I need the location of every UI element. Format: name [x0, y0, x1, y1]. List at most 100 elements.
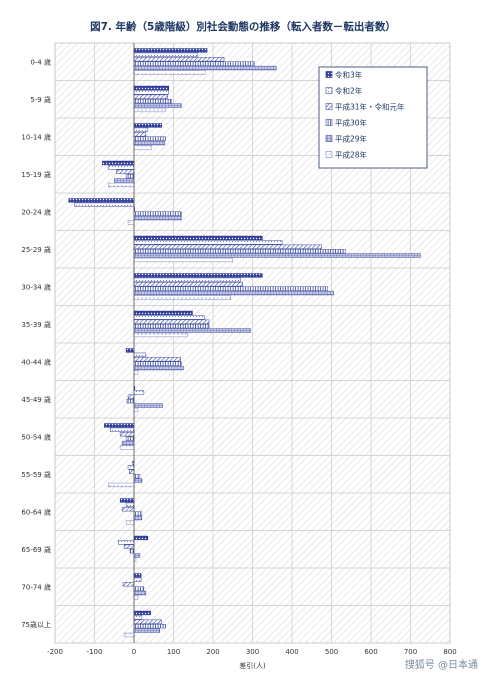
bar-4-8 — [133, 324, 210, 329]
bar-3-12 — [129, 469, 135, 474]
bar-3-10 — [127, 394, 135, 399]
bar-2-15 — [133, 577, 142, 583]
category-labels: 0-4 歳 5-9 歳 10-14 歳 15-19 歳 20-24 歳 25-29 歳 30… — [21, 57, 51, 629]
bar-2-5 — [74, 202, 135, 207]
bar-3-3 — [133, 132, 147, 137]
x-tick-label: -100 — [87, 648, 103, 656]
category-label: 10-14 歳 — [21, 132, 51, 141]
bar-4-14 — [129, 549, 135, 554]
bar-5-5 — [133, 215, 182, 221]
bar-4-16 — [133, 624, 166, 629]
watermark: 搜狐号 @日本通 — [405, 658, 478, 671]
category-label: 25-29 歳 — [21, 245, 51, 254]
bar-4-7 — [133, 286, 328, 291]
legend-label-6: 平成28年 — [335, 150, 368, 160]
category-label: 55-59 歳 — [21, 470, 51, 479]
x-tick-label: -200 — [47, 648, 63, 656]
legend-label-2: 令和2年 — [335, 86, 363, 96]
bar-6-1 — [133, 70, 206, 75]
bar-4-3 — [133, 136, 166, 141]
bar-5-3 — [133, 140, 166, 146]
category-label: 75歳以上 — [21, 620, 51, 629]
bar-5-11 — [121, 440, 135, 446]
bar-6-12 — [108, 482, 135, 488]
x-tick-label: 700 — [404, 648, 417, 656]
bar-6-10 — [133, 407, 139, 413]
category-label: 60-64 歳 — [21, 507, 51, 516]
bar-3-1 — [133, 57, 225, 62]
bar-3-13 — [121, 507, 135, 512]
x-tick-label: 500 — [325, 648, 338, 656]
x-tick-label: 100 — [167, 648, 180, 656]
category-label: 70-74 歳 — [21, 582, 51, 591]
bar-5-6 — [133, 253, 421, 258]
legend-label-1: 令和3年 — [335, 70, 363, 80]
x-tick-label: 400 — [285, 648, 298, 656]
legend-swatch-3 — [325, 103, 333, 110]
bar-4-2 — [133, 99, 172, 104]
x-axis-title: 差引(人) — [239, 661, 266, 670]
bar-1-16 — [133, 610, 151, 616]
legend-swatch-1 — [325, 71, 333, 78]
bar-4-9 — [133, 361, 182, 366]
bar-3-2 — [133, 94, 168, 99]
bar-4-11 — [125, 436, 135, 441]
bar-4-6 — [133, 249, 346, 254]
x-tick-label: 800 — [443, 648, 456, 656]
bar-3-7 — [133, 282, 243, 287]
bar-5-7 — [133, 290, 334, 296]
bar-3-6 — [133, 244, 322, 249]
bar-1-1 — [133, 48, 208, 53]
bar-2-13 — [125, 502, 135, 508]
bar-1-14 — [133, 535, 149, 541]
category-label: 30-34 歳 — [21, 282, 51, 291]
legend-label-5: 平成29年 — [335, 134, 368, 144]
bar-4-1 — [133, 61, 255, 66]
bar-4-10 — [126, 399, 135, 404]
bar-6-11 — [119, 445, 135, 450]
category-label: 40-44 歳 — [21, 357, 51, 366]
bar-5-4 — [114, 178, 135, 183]
category-label: 50-54 歳 — [21, 432, 51, 441]
legend-box — [318, 66, 428, 169]
category-label: 35-39 歳 — [21, 320, 51, 329]
bar-6-15 — [133, 595, 139, 600]
bar-5-10 — [133, 403, 163, 408]
legend-label-4: 平成30年 — [335, 118, 368, 128]
bar-6-4 — [108, 182, 135, 188]
category-label: 65-69 歳 — [21, 545, 51, 554]
bar-4-5 — [133, 211, 182, 216]
x-tick-label: 0 — [132, 648, 136, 656]
legend-swatch-4 — [325, 119, 333, 126]
bar-1-7 — [133, 273, 263, 278]
bar-2-10 — [133, 390, 145, 395]
bar-2-8 — [133, 315, 205, 320]
bar-6-2 — [133, 107, 166, 113]
bar-1-11 — [104, 423, 135, 428]
x-tick-label: 300 — [246, 648, 259, 656]
bar-4-15 — [133, 586, 145, 591]
x-tick-label: 600 — [364, 648, 377, 656]
bar-5-12 — [133, 478, 143, 483]
bar-6-5 — [127, 220, 135, 225]
bar-6-6 — [133, 257, 233, 263]
category-label: 0-4 歳 — [30, 57, 51, 66]
category-label: 20-24 歳 — [21, 207, 51, 216]
bar-6-9 — [133, 370, 139, 375]
bar-3-11 — [119, 432, 135, 437]
bar-6-7 — [133, 295, 232, 300]
legend-swatch-5 — [325, 135, 333, 142]
category-label: 45-49 歳 — [21, 395, 51, 404]
bar-1-5 — [68, 198, 135, 203]
bar-3-9 — [133, 357, 181, 362]
bar-2-14 — [117, 540, 135, 545]
bar-5-13 — [133, 515, 143, 521]
bar-5-2 — [133, 103, 182, 108]
legend-label-3: 平成31年・令和元年 — [335, 102, 405, 112]
bar-4-4 — [125, 174, 135, 179]
bar-3-4 — [115, 169, 135, 174]
bar-2-12 — [127, 465, 135, 470]
bar-1-8 — [133, 310, 193, 316]
